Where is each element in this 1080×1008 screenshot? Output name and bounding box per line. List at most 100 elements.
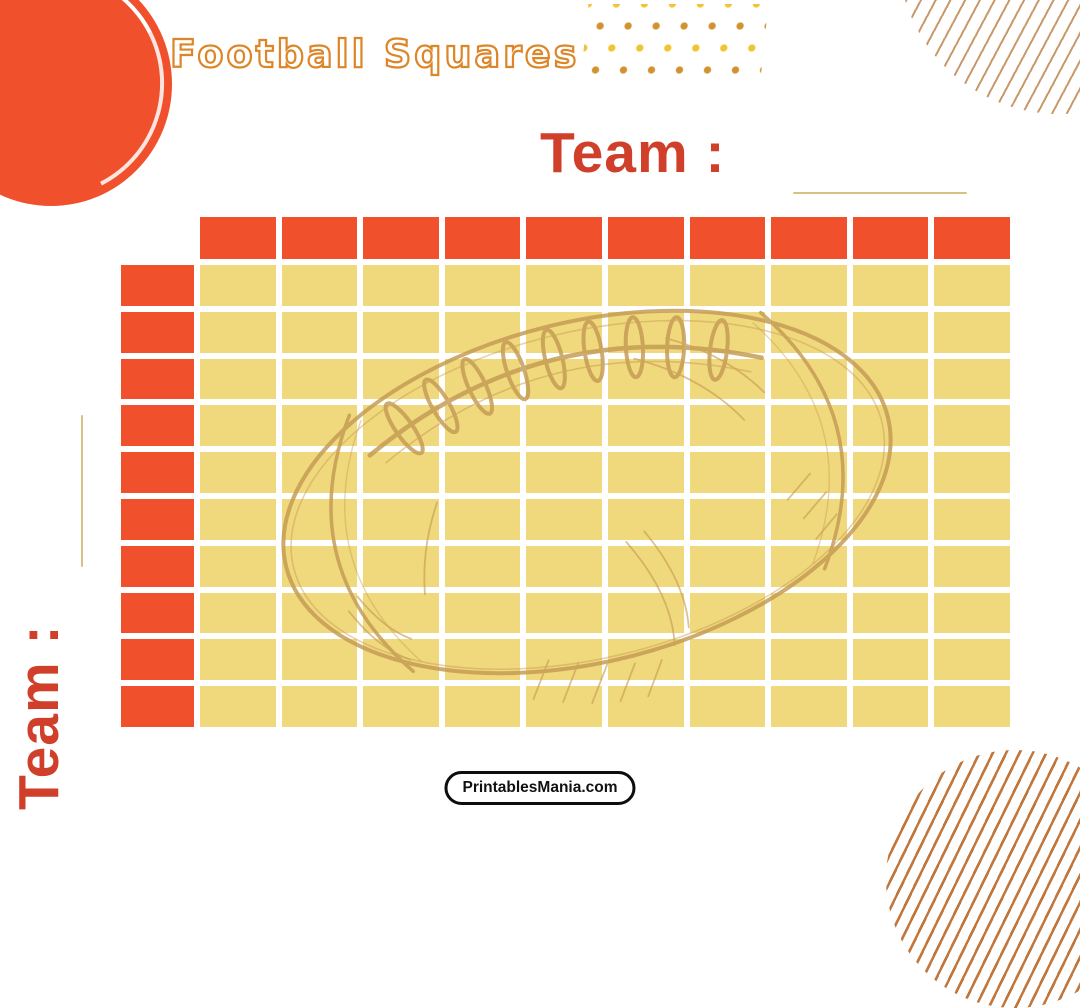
square-cell-r5-c6[interactable] bbox=[607, 452, 684, 493]
square-cell-r3-c9[interactable] bbox=[852, 358, 929, 400]
square-cell-r8-c10[interactable] bbox=[934, 592, 1010, 634]
score-header-cell-col-9[interactable] bbox=[852, 217, 929, 259]
square-cell-r8-c8[interactable] bbox=[771, 592, 847, 634]
square-cell-r5-c3[interactable] bbox=[363, 452, 439, 493]
square-cell-r6-c2[interactable] bbox=[281, 498, 358, 540]
square-cell-r8-c5[interactable] bbox=[526, 592, 602, 634]
square-cell-r9-c5[interactable] bbox=[526, 639, 602, 681]
square-cell-r4-c2[interactable] bbox=[281, 405, 358, 447]
square-cell-r8-c4[interactable] bbox=[444, 592, 521, 634]
score-header-cell-row-5[interactable] bbox=[121, 452, 194, 493]
square-cell-r2-c9[interactable] bbox=[852, 311, 929, 353]
score-header-cell-row-4[interactable] bbox=[121, 405, 194, 447]
square-cell-r1-c5[interactable] bbox=[526, 265, 602, 306]
score-header-cell-row-7[interactable] bbox=[121, 545, 194, 587]
square-cell-r1-c9[interactable] bbox=[852, 265, 929, 306]
square-cell-r6-c10[interactable] bbox=[934, 498, 1010, 540]
square-cell-r1-c10[interactable] bbox=[934, 265, 1010, 306]
square-cell-r3-c6[interactable] bbox=[607, 358, 684, 400]
square-cell-r3-c3[interactable] bbox=[363, 358, 439, 400]
square-cell-r10-c6[interactable] bbox=[607, 686, 684, 727]
square-cell-r8-c2[interactable] bbox=[281, 592, 358, 634]
score-header-cell-row-2[interactable] bbox=[121, 311, 194, 353]
square-cell-r3-c5[interactable] bbox=[526, 358, 602, 400]
square-cell-r10-c4[interactable] bbox=[444, 686, 521, 727]
square-cell-r4-c1[interactable] bbox=[200, 405, 276, 447]
square-cell-r10-c8[interactable] bbox=[771, 686, 847, 727]
square-cell-r1-c1[interactable] bbox=[200, 265, 276, 306]
square-cell-r2-c8[interactable] bbox=[771, 311, 847, 353]
square-cell-r9-c4[interactable] bbox=[444, 639, 521, 681]
square-cell-r2-c10[interactable] bbox=[934, 311, 1010, 353]
square-cell-r2-c7[interactable] bbox=[689, 311, 766, 353]
team-top-name-field[interactable] bbox=[793, 192, 967, 194]
square-cell-r4-c4[interactable] bbox=[444, 405, 521, 447]
square-cell-r7-c2[interactable] bbox=[281, 545, 358, 587]
square-cell-r9-c8[interactable] bbox=[771, 639, 847, 681]
square-cell-r8-c9[interactable] bbox=[852, 592, 929, 634]
score-header-cell-col-7[interactable] bbox=[689, 217, 766, 259]
square-cell-r1-c2[interactable] bbox=[281, 265, 358, 306]
square-cell-r9-c10[interactable] bbox=[934, 639, 1010, 681]
square-cell-r1-c6[interactable] bbox=[607, 265, 684, 306]
square-cell-r10-c10[interactable] bbox=[934, 686, 1010, 727]
score-header-cell-row-8[interactable] bbox=[121, 592, 194, 634]
square-cell-r4-c6[interactable] bbox=[607, 405, 684, 447]
square-cell-r5-c7[interactable] bbox=[689, 452, 766, 493]
score-header-cell-col-10[interactable] bbox=[934, 217, 1010, 259]
square-cell-r7-c9[interactable] bbox=[852, 545, 929, 587]
square-cell-r10-c5[interactable] bbox=[526, 686, 602, 727]
square-cell-r3-c8[interactable] bbox=[771, 358, 847, 400]
square-cell-r8-c7[interactable] bbox=[689, 592, 766, 634]
square-cell-r9-c7[interactable] bbox=[689, 639, 766, 681]
square-cell-r9-c1[interactable] bbox=[200, 639, 276, 681]
square-cell-r10-c9[interactable] bbox=[852, 686, 929, 727]
square-cell-r9-c3[interactable] bbox=[363, 639, 439, 681]
square-cell-r5-c4[interactable] bbox=[444, 452, 521, 493]
square-cell-r5-c2[interactable] bbox=[281, 452, 358, 493]
score-header-cell-col-5[interactable] bbox=[526, 217, 602, 259]
score-header-cell-col-2[interactable] bbox=[281, 217, 358, 259]
square-cell-r7-c6[interactable] bbox=[607, 545, 684, 587]
square-cell-r4-c8[interactable] bbox=[771, 405, 847, 447]
square-cell-r1-c4[interactable] bbox=[444, 265, 521, 306]
score-header-cell-row-9[interactable] bbox=[121, 639, 194, 681]
square-cell-r8-c1[interactable] bbox=[200, 592, 276, 634]
square-cell-r7-c8[interactable] bbox=[771, 545, 847, 587]
square-cell-r1-c7[interactable] bbox=[689, 265, 766, 306]
score-header-cell-col-4[interactable] bbox=[444, 217, 521, 259]
square-cell-r7-c10[interactable] bbox=[934, 545, 1010, 587]
square-cell-r10-c3[interactable] bbox=[363, 686, 439, 727]
square-cell-r4-c7[interactable] bbox=[689, 405, 766, 447]
square-cell-r7-c7[interactable] bbox=[689, 545, 766, 587]
score-header-cell-row-6[interactable] bbox=[121, 498, 194, 540]
square-cell-r6-c4[interactable] bbox=[444, 498, 521, 540]
square-cell-r10-c7[interactable] bbox=[689, 686, 766, 727]
square-cell-r8-c3[interactable] bbox=[363, 592, 439, 634]
square-cell-r8-c6[interactable] bbox=[607, 592, 684, 634]
score-header-cell-row-10[interactable] bbox=[121, 686, 194, 727]
square-cell-r4-c5[interactable] bbox=[526, 405, 602, 447]
square-cell-r5-c5[interactable] bbox=[526, 452, 602, 493]
square-cell-r1-c3[interactable] bbox=[363, 265, 439, 306]
score-header-cell-col-1[interactable] bbox=[200, 217, 276, 259]
score-header-cell-col-3[interactable] bbox=[363, 217, 439, 259]
score-header-cell-col-6[interactable] bbox=[607, 217, 684, 259]
square-cell-r7-c5[interactable] bbox=[526, 545, 602, 587]
square-cell-r6-c9[interactable] bbox=[852, 498, 929, 540]
score-header-cell-row-3[interactable] bbox=[121, 358, 194, 400]
square-cell-r6-c3[interactable] bbox=[363, 498, 439, 540]
square-cell-r5-c8[interactable] bbox=[771, 452, 847, 493]
square-cell-r5-c1[interactable] bbox=[200, 452, 276, 493]
square-cell-r5-c9[interactable] bbox=[852, 452, 929, 493]
square-cell-r7-c1[interactable] bbox=[200, 545, 276, 587]
score-header-cell-col-8[interactable] bbox=[771, 217, 847, 259]
square-cell-r6-c1[interactable] bbox=[200, 498, 276, 540]
square-cell-r4-c3[interactable] bbox=[363, 405, 439, 447]
square-cell-r2-c2[interactable] bbox=[281, 311, 358, 353]
square-cell-r7-c3[interactable] bbox=[363, 545, 439, 587]
square-cell-r9-c2[interactable] bbox=[281, 639, 358, 681]
square-cell-r2-c5[interactable] bbox=[526, 311, 602, 353]
square-cell-r2-c6[interactable] bbox=[607, 311, 684, 353]
square-cell-r3-c7[interactable] bbox=[689, 358, 766, 400]
